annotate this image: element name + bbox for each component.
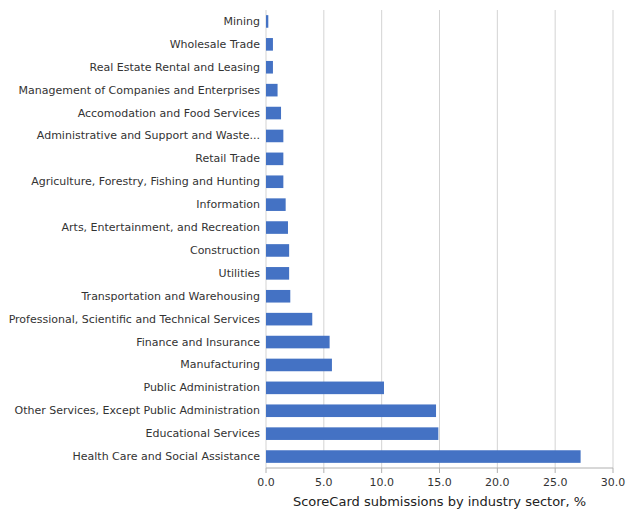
bar (266, 107, 281, 120)
bar (266, 404, 436, 417)
tick-mark (439, 468, 440, 473)
bar (266, 359, 332, 372)
category-label: Finance and Insurance (136, 336, 260, 349)
bar (266, 267, 289, 280)
tick-mark (613, 468, 614, 473)
bars (266, 15, 581, 463)
category-labels: Health Care and Social Assistance Educati… (9, 15, 261, 463)
grid-line (323, 10, 324, 468)
bar (266, 153, 283, 166)
chart: Health Care and Social Assistance Educati… (0, 0, 635, 516)
bar (266, 175, 283, 188)
bar (266, 450, 581, 463)
grid-line (266, 10, 267, 468)
tick-label: 20.0 (485, 476, 510, 489)
tick-label: 15.0 (427, 476, 452, 489)
grid-line (555, 10, 556, 468)
tick-label: 5.0 (315, 476, 333, 489)
bar (266, 130, 283, 143)
category-label: Administrative and Support and Waste... (37, 129, 260, 142)
x-axis-label: ScoreCard submissions by industry sector… (293, 494, 586, 509)
axis-line (266, 468, 613, 469)
tick-label: 0.0 (257, 476, 275, 489)
tick-label: 30.0 (601, 476, 626, 489)
grid (266, 10, 613, 468)
category-label: Mining (223, 15, 260, 28)
category-label: Utilities (219, 267, 261, 280)
grid-line (439, 10, 440, 468)
grid-line (381, 10, 382, 468)
bar (266, 336, 330, 349)
bar (266, 290, 290, 303)
tick-mark (323, 468, 324, 473)
tick-label: 25.0 (543, 476, 568, 489)
tick-mark (497, 468, 498, 473)
grid-line (613, 10, 614, 468)
category-label: Information (196, 198, 260, 211)
category-label: Real Estate Rental and Leasing (90, 61, 260, 74)
category-label: Health Care and Social Assistance (73, 450, 261, 463)
bar (266, 221, 288, 234)
category-label: Arts, Entertainment, and Recreation (62, 221, 260, 234)
bar (266, 313, 312, 326)
bar (266, 38, 273, 51)
category-label: Management of Companies and Enterprises (19, 84, 261, 97)
bar (266, 61, 273, 74)
tick-mark (381, 468, 382, 473)
bar (266, 198, 286, 211)
category-label: Construction (190, 244, 260, 257)
category-label: Manufacturing (180, 358, 260, 371)
grid-line (497, 10, 498, 468)
bar (266, 84, 278, 97)
bar (266, 15, 268, 28)
category-label: Transportation and Warehousing (81, 290, 261, 303)
category-label: Wholesale Trade (170, 38, 261, 51)
x-axis: 0.0 5.0 10.0 15.0 20.0 25.0 30.0 (257, 468, 625, 489)
category-label: Professional, Scientific and Technical S… (9, 313, 261, 326)
category-label: Retail Trade (195, 152, 260, 165)
bar (266, 244, 289, 257)
bar (266, 427, 438, 440)
category-label: Agriculture, Forestry, Fishing and Hunti… (31, 175, 260, 188)
category-label: Accomodation and Food Services (78, 107, 261, 120)
tick-label: 10.0 (369, 476, 394, 489)
category-label: Other Services, Except Public Administra… (14, 404, 260, 417)
bar (266, 382, 384, 395)
tick-mark (266, 468, 267, 473)
tick-mark (555, 468, 556, 473)
category-label: Public Administration (143, 381, 260, 394)
category-label: Educational Services (146, 427, 261, 440)
